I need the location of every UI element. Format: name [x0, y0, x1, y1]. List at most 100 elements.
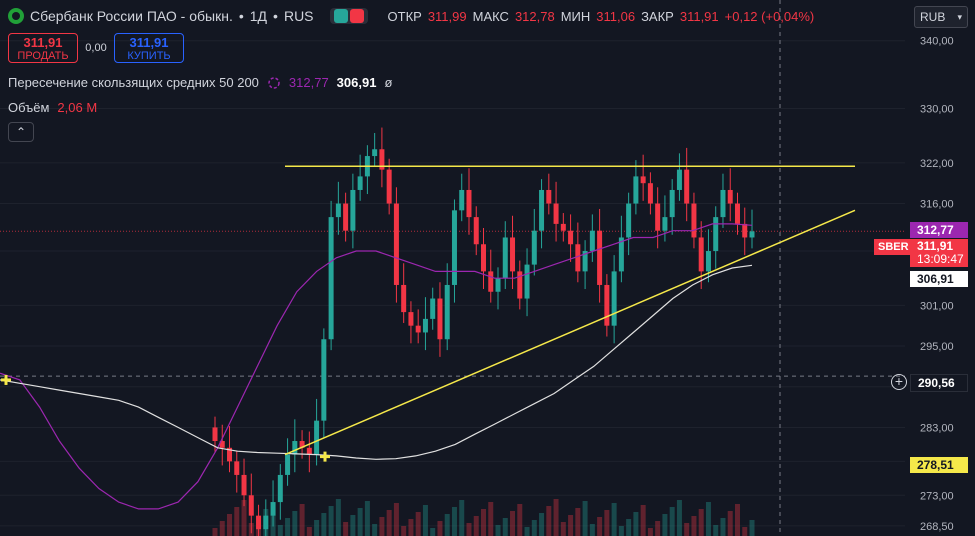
- volume-bar: [321, 513, 327, 536]
- volume-bar: [640, 505, 646, 536]
- candle-body: [495, 278, 501, 292]
- market-open-icon: [333, 9, 348, 23]
- volume-bar: [597, 517, 603, 536]
- volume-bar: [524, 527, 530, 536]
- volume-bar: [401, 526, 407, 536]
- price-axis-tick: 316,00: [920, 199, 954, 211]
- candle-series: [212, 127, 755, 536]
- candle-body: [227, 447, 233, 462]
- volume-bar: [277, 525, 283, 536]
- volume-bar: [727, 511, 733, 536]
- candle-body: [241, 474, 247, 496]
- volume-bar: [553, 499, 559, 536]
- candle-body: [285, 454, 291, 475]
- collapse-legend-button[interactable]: ⌃: [8, 122, 34, 142]
- volume-bar: [430, 528, 436, 536]
- candle-body: [379, 149, 385, 170]
- volume-bar: [488, 502, 494, 536]
- volume-bar: [328, 506, 334, 536]
- volume-bar: [655, 521, 661, 536]
- cross-signal-marker: [1, 374, 11, 385]
- sell-button[interactable]: 311,91 ПРОДАТЬ: [8, 33, 78, 63]
- volume-bar: [270, 502, 276, 536]
- ma50-line: [0, 223, 753, 510]
- volume-bar: [742, 527, 748, 536]
- market-status-pill[interactable]: [329, 8, 368, 24]
- candle-body: [742, 223, 748, 238]
- volume-bar: [234, 507, 240, 536]
- support-trendline: [284, 209, 856, 456]
- volume-bar: [647, 528, 653, 536]
- volume-bar: [350, 515, 356, 536]
- volume-bar: [444, 514, 450, 536]
- candle-body: [473, 217, 479, 245]
- chevron-up-icon: ⌃: [15, 125, 27, 139]
- candle-body: [466, 189, 472, 218]
- volume-bar: [379, 517, 385, 536]
- candle-body: [248, 495, 254, 516]
- candle-body: [553, 203, 559, 224]
- candle-body: [647, 183, 653, 204]
- candle-body: [212, 427, 218, 442]
- volume-bar: [495, 525, 501, 536]
- candle-body: [517, 271, 523, 299]
- ohlc-values: ОТКР 311,99 МАКС 312,78 МИН 311,06 ЗАКР 311,…: [387, 8, 815, 24]
- ma-cross-legend[interactable]: Пересечение скользящих средних 50 200 31…: [8, 75, 393, 90]
- volume-bar: [263, 509, 269, 536]
- candle-body: [357, 176, 363, 190]
- candle-body: [604, 284, 610, 326]
- cross-signal-marker: [320, 451, 330, 462]
- candle-body: [277, 474, 283, 503]
- price-axis-tick: 283,00: [920, 422, 954, 434]
- trade-panel: 311,91 ПРОДАТЬ 0,00 311,91 КУПИТЬ: [8, 33, 184, 63]
- exchange-label: RUS: [283, 8, 314, 24]
- volume-bar: [713, 525, 719, 536]
- candle-body: [691, 203, 697, 238]
- volume-bar: [589, 524, 595, 536]
- trendlines: [1, 165, 856, 462]
- volume-bar: [393, 503, 399, 536]
- candle-body: [749, 231, 755, 238]
- price-axis-tick: 340,00: [920, 36, 954, 48]
- candle-body: [481, 244, 486, 272]
- symbol-title[interactable]: Сбербанк России ПАО - обыкн.: [30, 8, 233, 24]
- candle-body: [560, 223, 566, 231]
- buy-button[interactable]: 311,91 КУПИТЬ: [114, 33, 184, 63]
- indicator-loading-icon: [268, 76, 280, 89]
- candle-body: [713, 217, 719, 252]
- candle-body: [270, 502, 276, 516]
- candle-body: [597, 230, 603, 285]
- candle-body: [727, 189, 733, 204]
- candle-body: [611, 271, 617, 326]
- volume-bar: [219, 521, 225, 536]
- volume-bar: [676, 500, 682, 536]
- alert-price-tag: 278,51: [910, 457, 968, 473]
- volume-bar: [568, 515, 574, 536]
- interval-label[interactable]: 1Д: [249, 8, 268, 24]
- candle-body: [662, 217, 668, 231]
- candle-body: [335, 203, 341, 218]
- volume-bar: [720, 518, 726, 536]
- candle-body: [372, 149, 378, 157]
- add-alert-plus-icon[interactable]: +: [891, 374, 907, 390]
- volume-bar: [705, 502, 711, 536]
- candle-body: [589, 230, 595, 252]
- ma50-price-tag: 312,77: [910, 222, 968, 238]
- volume-legend[interactable]: Объём 2,06 M: [8, 100, 98, 115]
- volume-bar: [248, 523, 254, 536]
- candle-body: [626, 203, 632, 238]
- currency-selector[interactable]: RUB ▾: [914, 6, 968, 28]
- volume-bar: [575, 508, 581, 536]
- volume-bar: [408, 519, 414, 536]
- volume-bar: [335, 499, 341, 536]
- volume-bar: [481, 509, 486, 536]
- volume-bar: [422, 505, 428, 536]
- volume-bar: [364, 501, 370, 536]
- candle-body: [321, 339, 327, 421]
- volume-bar: [734, 504, 740, 536]
- volume-bars: [212, 499, 755, 536]
- volume-bar: [684, 523, 690, 536]
- candle-body: [343, 203, 349, 231]
- volume-bar: [749, 520, 755, 536]
